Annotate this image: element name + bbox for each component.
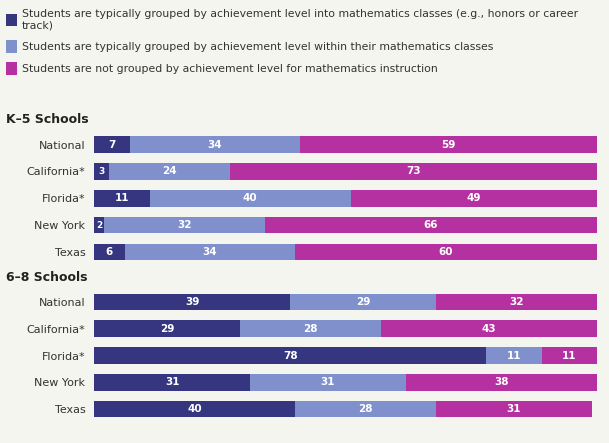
Text: 29: 29 (160, 324, 174, 334)
Text: 34: 34 (208, 140, 222, 150)
Bar (94, 401, 295, 417)
Bar (230, 163, 597, 180)
Bar (290, 294, 436, 310)
Text: 59: 59 (442, 140, 456, 150)
Bar (105, 217, 265, 233)
Text: 7: 7 (108, 140, 116, 150)
Text: 11: 11 (507, 350, 521, 361)
Text: 32: 32 (178, 220, 192, 230)
Text: 11: 11 (562, 350, 577, 361)
Bar (130, 136, 300, 153)
Bar (110, 163, 230, 180)
Bar (94, 374, 250, 391)
Text: 11: 11 (114, 193, 129, 203)
Bar (94, 136, 130, 153)
Text: Students are not grouped by achievement level for mathematics instruction: Students are not grouped by achievement … (22, 64, 438, 74)
Text: 3: 3 (99, 167, 105, 176)
Bar (295, 244, 597, 260)
Bar (240, 320, 381, 337)
Text: 29: 29 (356, 297, 370, 307)
Text: 28: 28 (359, 404, 373, 414)
Text: 43: 43 (482, 324, 496, 334)
Text: 49: 49 (466, 193, 481, 203)
Bar (300, 136, 597, 153)
Bar (541, 347, 597, 364)
Text: Students are typically grouped by achievement level into mathematics classes (e.: Students are typically grouped by achiev… (22, 9, 578, 31)
Bar (94, 294, 290, 310)
Text: 31: 31 (507, 404, 521, 414)
Text: 40: 40 (243, 193, 258, 203)
Bar (250, 374, 406, 391)
Bar (94, 244, 124, 260)
Text: 73: 73 (406, 167, 421, 176)
Text: 40: 40 (188, 404, 202, 414)
Text: 38: 38 (494, 377, 509, 387)
Text: K–5 Schools: K–5 Schools (6, 113, 89, 126)
Text: 31: 31 (321, 377, 336, 387)
Text: 39: 39 (185, 297, 200, 307)
Bar (351, 190, 597, 206)
Bar (94, 163, 110, 180)
Text: Students are typically grouped by achievement level within their mathematics cla: Students are typically grouped by achiev… (22, 42, 493, 51)
Text: 31: 31 (165, 377, 180, 387)
Text: 32: 32 (509, 297, 524, 307)
Text: 6: 6 (106, 247, 113, 257)
Bar (94, 347, 486, 364)
Bar (436, 294, 597, 310)
Bar (265, 217, 597, 233)
Text: 2: 2 (96, 221, 102, 229)
Bar (406, 374, 597, 391)
Bar (150, 190, 351, 206)
Bar (295, 401, 436, 417)
Bar (436, 401, 592, 417)
Text: 28: 28 (303, 324, 318, 334)
Bar (94, 190, 150, 206)
Bar (124, 244, 295, 260)
Text: 66: 66 (424, 220, 438, 230)
Text: 6–8 Schools: 6–8 Schools (6, 271, 88, 284)
Text: 24: 24 (163, 167, 177, 176)
Text: 78: 78 (283, 350, 298, 361)
Bar (94, 217, 105, 233)
Text: 34: 34 (203, 247, 217, 257)
Bar (381, 320, 597, 337)
Bar (486, 347, 541, 364)
Text: 60: 60 (439, 247, 453, 257)
Bar (94, 320, 240, 337)
